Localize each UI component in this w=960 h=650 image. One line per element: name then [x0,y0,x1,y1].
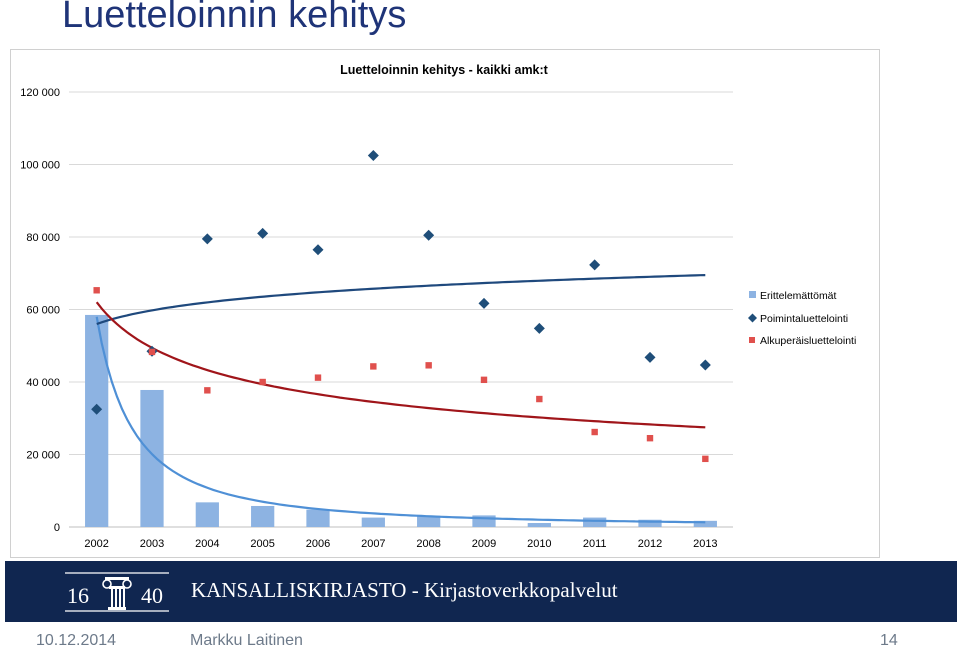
footer-author: Markku Laitinen [190,632,303,649]
square-point [702,455,709,463]
y-tick-label: 80 000 [26,232,60,244]
x-tick-label: 2011 [583,538,607,550]
y-axis-ticks: 0 20 000 40 000 60 000 80 000 100 000 120 000 [20,87,60,534]
diamond-point [533,322,545,334]
gridlines [69,91,733,528]
bar-series [85,314,717,527]
diamond-point [478,297,490,309]
legend-label: Alkuperäisluettelointi [760,335,856,347]
x-tick-label: 2007 [361,538,385,550]
square-point [204,387,211,394]
logo-text-right: 40 [141,583,163,608]
bar [583,517,607,527]
x-tick-label: 2003 [140,538,164,550]
square-point [425,362,432,369]
bar [306,509,330,527]
chart-title: Luetteloinnin kehitys - kaikki amk:t [340,63,549,77]
x-tick-label: 2002 [84,538,108,550]
slide-title: Luetteloinnin kehitys [62,0,407,36]
bar [361,517,385,527]
chart-frame: 0 20 000 40 000 60 000 80 000 100 000 120 000 … [10,49,880,558]
x-tick-label: 2010 [527,538,551,550]
bar [472,515,496,527]
page-number: 14 [880,632,898,649]
column-capital-icon [102,577,132,610]
diamond-point [589,259,601,271]
square-point [314,374,322,381]
diamond-point [91,403,103,415]
diamond-point [699,359,711,371]
square-point [646,434,654,442]
square-point [259,378,266,386]
square-point [148,348,156,356]
bar [417,515,441,527]
bar [195,502,219,527]
diamond-point [423,229,435,241]
y-tick-label: 60 000 [26,305,60,317]
square-point [370,363,377,370]
x-tick-label: 2008 [416,538,440,550]
y-tick-label: 20 000 [26,450,60,462]
diamond-point [312,244,324,256]
legend-diamond-swatch [748,313,757,323]
logo-text-left: 16 [67,583,89,608]
x-axis-ticks: 2002 2003 2004 2005 2006 2007 2008 2009 2010 2011… [84,538,717,550]
trendline [95,301,706,429]
footer-organization: KANSALLISKIRJASTO - Kirjastoverkkopalvel… [191,578,618,602]
square-point [480,376,488,384]
legend-label: Erittelemättömät [760,290,837,302]
y-tick-label: 100 000 [20,160,60,172]
square-point [591,428,598,436]
square-point [536,395,543,403]
y-tick-label: 0 [54,522,60,534]
y-tick-label: 40 000 [26,377,60,389]
legend-label: Poimintaluettelointi [760,313,848,325]
trendline [96,274,706,326]
diamond-point [367,149,379,161]
legend-bar-swatch [749,291,756,298]
bar [527,523,551,527]
x-tick-label: 2013 [693,538,717,550]
legend-square-swatch [749,337,755,343]
x-tick-label: 2012 [638,538,662,550]
x-tick-label: 2009 [472,538,496,550]
y-tick-label: 120 000 [20,87,60,99]
bar [638,519,662,527]
diamond-point [644,351,656,363]
diamond-point [201,233,213,245]
bar [693,520,717,527]
trendlines [95,274,706,524]
kansalliskirjasto-logo: 16 40 [65,572,169,612]
x-tick-label: 2004 [195,538,219,550]
footer-band: 16 40 KANSALLISKIRJASTO - Kirjastoverkko… [5,561,957,622]
trendline [95,316,706,524]
square-point [93,287,100,294]
footer-date: 10.12.2014 [36,632,117,649]
bar [85,314,109,527]
bar [140,389,164,527]
bar [251,505,275,527]
x-tick-label: 2005 [250,538,274,550]
diamond-point [257,227,269,239]
x-tick-label: 2006 [306,538,330,550]
square-series [93,287,709,463]
diamond-series [91,149,711,415]
chart-legend: Erittelemättömät Poimintaluettelointi Alku… [748,290,856,347]
